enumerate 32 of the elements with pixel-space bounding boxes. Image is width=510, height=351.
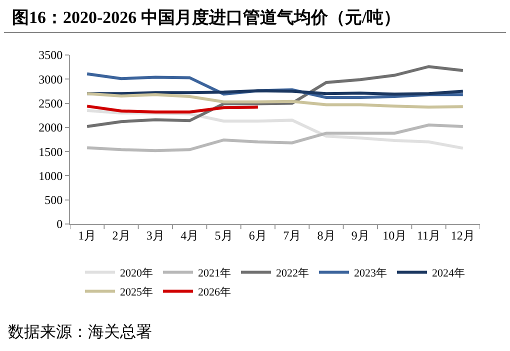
x-tick-label: 6月 [248,228,267,242]
x-tick-label: 10月 [382,228,407,242]
legend-label: 2026年 [198,286,231,299]
y-tick-label: 0 [56,217,63,232]
legend-label: 2022年 [276,268,309,280]
legend-label: 2023年 [354,268,387,280]
x-tick-label: 1月 [78,228,96,242]
y-tick-label: 2000 [38,120,63,135]
x-tick-label: 8月 [317,228,336,242]
x-tick-label: 2月 [112,228,130,242]
x-tick-label: 9月 [351,228,370,242]
y-tick-label: 1500 [38,144,63,159]
y-tick-label: 3500 [38,48,63,62]
line-series [86,124,464,152]
legend-label: 2024年 [432,268,465,280]
chart-title: 图16：2020-2026 中国月度进口管道气均价（元/吨） [4,0,506,33]
line-series [86,92,464,109]
x-tick-label: 7月 [283,228,302,242]
line-series [86,65,464,128]
y-tick-label: 2500 [38,96,63,110]
y-tick-label: 500 [44,193,63,208]
legend-label: 2021年 [198,268,231,280]
legend-label: 2020年 [120,268,153,280]
y-tick-label: 1000 [38,168,63,183]
legend-label: 2025年 [120,286,153,299]
y-tick-label: 3000 [38,72,63,86]
source-note: 数据来源：海关总署 [8,322,152,343]
x-tick-label: 5月 [214,228,233,242]
x-tick-label: 11月 [416,228,441,242]
x-tick-label: 3月 [146,228,164,242]
x-tick-label: 4月 [180,228,199,242]
x-tick-label: 12月 [450,228,475,242]
